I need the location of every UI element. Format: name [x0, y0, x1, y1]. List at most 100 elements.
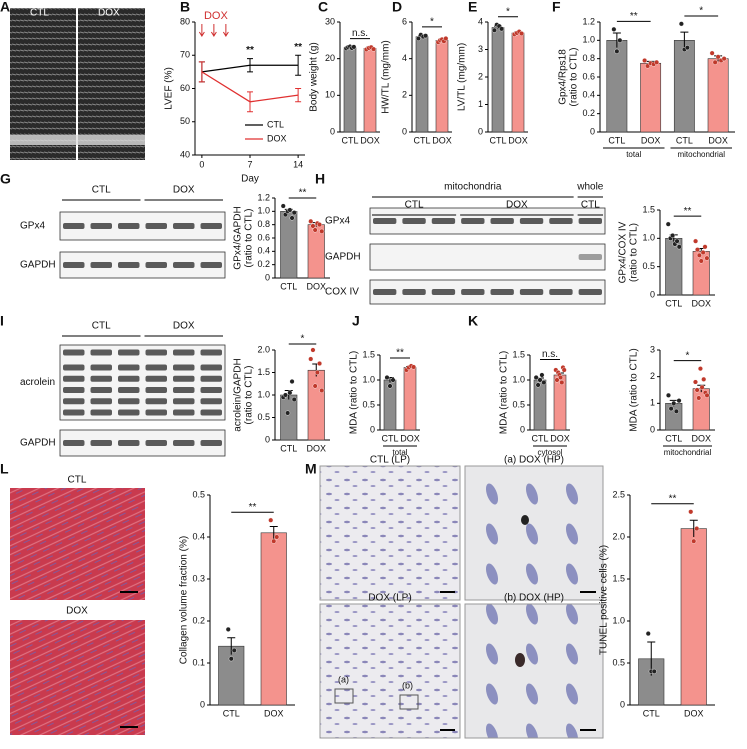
x-tick-label: 7: [247, 159, 252, 169]
data-point: [697, 366, 703, 372]
y-axis-label: (ratio to CTL): [244, 366, 255, 425]
blot-band: [173, 440, 195, 446]
significance-label: **: [294, 42, 302, 53]
data-point: [291, 397, 297, 403]
data-point: [554, 377, 560, 383]
panel-label: E: [468, 0, 477, 15]
y-tick-label: 2: [478, 71, 483, 81]
treatment-arrow: [222, 24, 229, 37]
data-point: [692, 379, 698, 385]
echo-label: DOX: [98, 8, 120, 19]
y-tick-label: 1.5: [362, 349, 375, 359]
significance-label: *: [301, 334, 305, 345]
blot-band: [490, 218, 514, 224]
x-tick-label: CTL: [413, 135, 430, 145]
data-point: [700, 249, 706, 255]
y-tick-label: 0: [590, 126, 595, 136]
blot-band: [90, 440, 112, 446]
blot-frame: [59, 429, 226, 457]
blot-band: [63, 223, 85, 229]
y-tick-label: 0.4: [582, 90, 595, 100]
data-point: [668, 406, 674, 412]
significance-label: *: [430, 16, 434, 27]
histology-l: CTL DOX: [10, 475, 145, 735]
x-tick-label: DOX: [264, 708, 284, 718]
panel-label: K: [468, 313, 478, 329]
blot-band: [145, 398, 167, 405]
histology-m: CTL (LP) (a) DOX (HP) DOX (LP) (b) DOX (…: [319, 455, 604, 739]
series-line: [201, 71, 299, 103]
blot-band: [373, 218, 397, 224]
data-point: [225, 626, 231, 632]
data-point: [702, 244, 708, 250]
data-point: [287, 390, 293, 396]
y-tick-label: 1.0: [582, 35, 595, 45]
data-point: [537, 377, 543, 383]
blot-band: [173, 387, 195, 393]
blot-band: [118, 409, 140, 416]
y-tick-label: 2.0: [612, 531, 625, 541]
histology-image: [319, 603, 461, 739]
blot-band: [549, 218, 573, 224]
y-tick-label: 6: [402, 16, 407, 26]
bar: [491, 27, 505, 133]
blot-row-label: GAPDH: [20, 260, 56, 271]
data-point: [673, 408, 679, 414]
blot-group-label: CTL: [405, 200, 424, 211]
x-tick-label: DOX: [550, 433, 570, 443]
data-point: [291, 210, 297, 216]
x-tick-label: DOX: [691, 433, 711, 443]
blot-row-label: acrolein: [20, 377, 55, 388]
x-tick-label: CTL: [608, 135, 625, 145]
blot-band: [118, 398, 140, 405]
blot-band: [578, 289, 602, 295]
x-tick-label: DOX: [708, 135, 728, 145]
y-axis-label: MDA (ratio to CTL): [349, 351, 360, 434]
blot-band: [173, 262, 195, 268]
blot-band: [63, 387, 85, 393]
data-point: [701, 376, 707, 382]
data-point: [319, 228, 325, 234]
blot-band: [63, 409, 85, 416]
y-tick-label: 0.4: [192, 531, 205, 541]
data-point: [696, 252, 702, 258]
data-point: [287, 207, 293, 213]
inset-box: [399, 694, 419, 710]
data-point: [539, 372, 545, 378]
blot-band: [173, 409, 195, 416]
y-tick-label: 1.2: [582, 16, 595, 26]
histology-image: [464, 465, 604, 601]
bar: [343, 47, 357, 133]
data-point: [533, 375, 539, 381]
bar: [673, 40, 695, 133]
blot-band: [90, 349, 112, 356]
y-tick-label: 1.0: [257, 389, 270, 399]
significance-label: *: [699, 6, 703, 17]
blot-band: [373, 289, 397, 295]
echo-images: CTL DOX: [10, 8, 145, 160]
y-axis-label: HW/TL (mg/mm): [381, 40, 392, 114]
y-tick-label: 4: [402, 53, 407, 63]
y-tick-label: 2.0: [257, 344, 270, 354]
treatment-label: DOX: [204, 10, 229, 22]
data-point: [443, 36, 449, 42]
x-tick-label: DOX: [306, 281, 326, 291]
significance-label: **: [246, 45, 254, 56]
blot-band: [200, 398, 222, 405]
x-tick-label: 0: [199, 159, 204, 169]
blot-band: [90, 364, 112, 371]
y-tick-label: 0.1: [192, 657, 205, 667]
panel-label: L: [0, 461, 9, 477]
bar: [415, 36, 429, 133]
blot-band: [118, 262, 140, 268]
bar: [307, 369, 325, 441]
blot-band: [200, 375, 222, 382]
y-tick-label: 2: [650, 371, 655, 381]
y-tick-label: 1: [478, 99, 483, 109]
y-tick-label: 1.0: [642, 233, 655, 243]
y-axis-label: TUNEL positive cells (%): [599, 545, 610, 655]
blot-row-label: GAPDH: [325, 252, 361, 263]
blot-band: [63, 398, 85, 405]
y-tick-label: 0: [650, 289, 655, 299]
